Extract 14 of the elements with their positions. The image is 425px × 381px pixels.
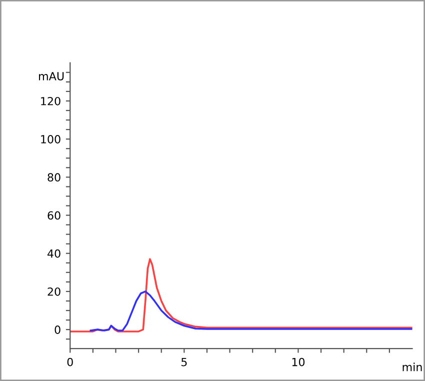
y-tick-label: 0	[54, 326, 60, 334]
y-tick-label: 120	[41, 96, 60, 106]
x-tick-label: 10	[292, 358, 305, 366]
x-axis-title: min	[402, 362, 422, 372]
x-tick-label: 5	[181, 358, 187, 366]
y-axis-title: mAU	[39, 72, 64, 80]
y-tick-label: 80	[48, 173, 60, 182]
x-tick-label: 0	[67, 358, 73, 366]
y-tick-label: 60	[48, 211, 60, 220]
line-series	[90, 290, 412, 332]
line-series	[70, 258, 412, 332]
y-tick-label: 100	[41, 135, 60, 144]
y-tick-label: 20	[48, 287, 60, 296]
y-tick-label: 40	[48, 249, 60, 258]
